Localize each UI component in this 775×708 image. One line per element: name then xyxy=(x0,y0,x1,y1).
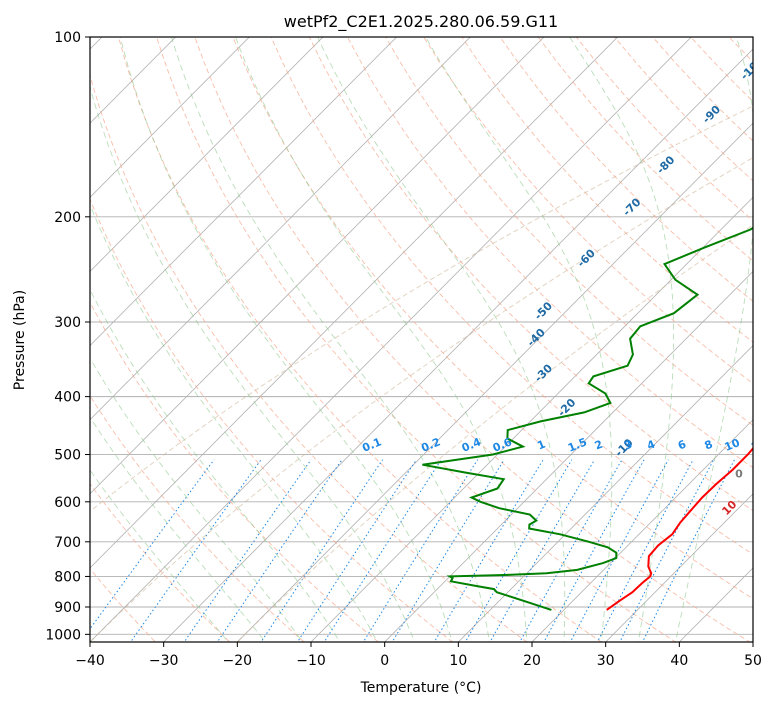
y-tick-label: 900 xyxy=(54,600,81,616)
dry-adiabat-line xyxy=(194,37,751,642)
y-tick-label: 200 xyxy=(54,210,81,226)
y-tick-label: 800 xyxy=(54,569,81,585)
dry-adiabat-line xyxy=(270,37,753,555)
y-tick-label: 100 xyxy=(54,30,81,46)
mixing-ratio-label: 8 xyxy=(703,438,715,453)
moist-adiabat-line xyxy=(674,37,753,642)
moist-adiabat-line xyxy=(425,37,613,642)
isotherm-line xyxy=(90,37,545,495)
moist-adiabat-line xyxy=(119,37,453,642)
mixing-ratio-line xyxy=(260,459,384,642)
mixing-ratio-label: 13 xyxy=(749,436,768,454)
grid-lines xyxy=(90,37,753,642)
isotherm-line xyxy=(90,37,250,198)
y-tick-label: 700 xyxy=(54,535,81,551)
isotherm-line xyxy=(90,37,692,642)
moist-adiabat-line xyxy=(90,469,229,642)
moist-adiabat-line xyxy=(317,37,566,642)
x-tick-label: 0 xyxy=(380,653,389,669)
isotherm-line xyxy=(163,48,753,642)
temperature-line xyxy=(606,446,753,611)
dewpoint-line xyxy=(422,226,753,611)
mixing-ratio-line xyxy=(183,459,312,642)
mixing-ratio-label: 1 xyxy=(535,438,547,453)
mixing-ratio-line xyxy=(323,459,442,642)
isotherm-line xyxy=(531,419,753,642)
y-tick-label: 300 xyxy=(54,315,81,331)
mixing-ratio-line xyxy=(433,459,544,642)
chart-title: wetPf2_C2E1.2025.280.06.59.G11 xyxy=(284,12,558,32)
moist-adiabat-line xyxy=(90,85,416,642)
reference-curve-line xyxy=(90,105,753,512)
isotherm-line xyxy=(605,493,753,642)
mixing-ratio-line xyxy=(464,459,573,642)
isotherm-line xyxy=(90,37,471,421)
x-tick-label: 50 xyxy=(744,653,762,669)
mixing-ratio-line xyxy=(543,459,645,642)
mixing-ratio-line xyxy=(216,459,343,642)
dry-adiabat-line xyxy=(156,37,677,642)
dry-adiabat-line xyxy=(118,37,603,642)
dry-adiabat-line xyxy=(90,301,380,642)
mixing-ratio-line xyxy=(569,459,669,642)
dry-adiabat-line xyxy=(90,198,454,642)
x-tick-label: 20 xyxy=(523,653,541,669)
y-tick-label: 1000 xyxy=(45,627,81,643)
x-tick-label: −30 xyxy=(149,653,179,669)
dry-adiabat-line xyxy=(347,37,753,469)
y-axis-label: Pressure (hPa) xyxy=(12,290,28,390)
mixing-ratio-line xyxy=(90,459,215,630)
axis-ticks: −40 −30 −20 −10 0 10 20 30 40 5010020030040050060… xyxy=(45,30,762,669)
x-tick-label: −10 xyxy=(296,653,326,669)
isotherm-line xyxy=(90,37,398,347)
moist-adiabat-line xyxy=(569,37,675,642)
mixing-ratio-label: 10 xyxy=(723,436,742,454)
moist-adiabat-line xyxy=(235,37,528,642)
mixing-ratio-line xyxy=(489,459,596,642)
x-axis-label: Temperature (°C) xyxy=(360,680,482,696)
x-tick-label: 40 xyxy=(670,653,688,669)
dry-adiabat-line xyxy=(423,37,753,385)
x-tick-label: −20 xyxy=(223,653,253,669)
moist-adiabat-line xyxy=(171,37,490,642)
dry-adiabat-line xyxy=(90,482,231,642)
x-tick-label: −40 xyxy=(75,653,105,669)
mixing-ratio-line xyxy=(296,459,417,642)
dry-adiabat-line xyxy=(90,73,528,642)
moist-adiabat-line xyxy=(90,203,378,642)
moist-adiabat-line xyxy=(90,416,266,642)
x-tick-label: 30 xyxy=(597,653,615,669)
moist-adiabat-line xyxy=(90,288,341,642)
dry-adiabat-line xyxy=(90,567,157,642)
y-tick-label: 400 xyxy=(54,390,81,406)
plot-frame xyxy=(89,36,754,643)
mixing-ratio-label: 3 xyxy=(622,438,634,453)
dry-adiabat-line xyxy=(90,394,305,642)
freezing-level-label: 0 xyxy=(735,467,743,480)
data-series xyxy=(422,226,753,611)
dry-adiabat-line xyxy=(232,37,753,600)
y-tick-label: 600 xyxy=(54,495,81,511)
isotherm-line xyxy=(457,344,753,642)
reference-curve-line xyxy=(90,157,753,642)
reference-curve-line xyxy=(236,224,753,642)
mixing-ratio-line xyxy=(129,459,262,642)
x-tick-label: 10 xyxy=(449,653,467,669)
isotherm-line xyxy=(310,196,753,642)
mixing-ratio-label: 2 xyxy=(593,438,605,453)
isotherm-line xyxy=(236,122,753,642)
moist-adiabat-line xyxy=(90,357,304,642)
isotherm-line xyxy=(384,270,753,642)
y-tick-label: 500 xyxy=(54,448,81,464)
